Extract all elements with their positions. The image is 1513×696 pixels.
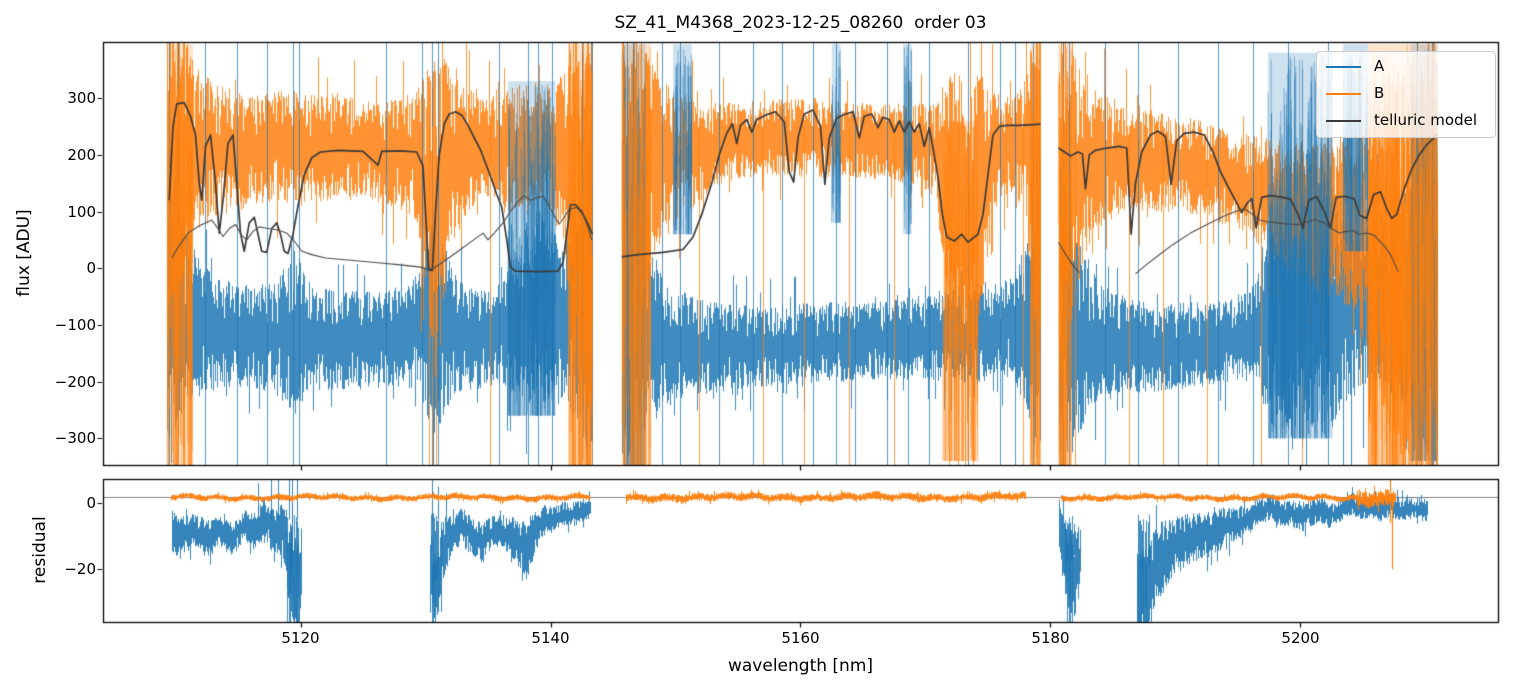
flux-axis-label: flux [ADU]: [14, 209, 34, 297]
flux-y-tick-label: −200: [54, 372, 96, 391]
legend-swatch-B: [1326, 93, 1361, 95]
wavelength-x-tick-label: 5140: [531, 629, 570, 647]
flux-y-tick-label: −300: [54, 429, 96, 448]
legend-swatch-A: [1326, 66, 1361, 68]
legend-label-A: A: [1374, 57, 1385, 75]
flux-y-tick-label: 0: [86, 259, 96, 278]
residual-y-tick-label: 0: [86, 494, 96, 513]
legend-item-telluric: telluric model: [1317, 109, 1495, 133]
figure-title: SZ_41_M4368_2023-12-25_08260 order 03: [614, 13, 987, 33]
wavelength-axis-label: wavelength [nm]: [727, 656, 874, 676]
flux-y-tick-label: 300: [67, 89, 96, 108]
residual-y-tick-label: −20: [64, 560, 96, 579]
flux-y-tick-label: 200: [67, 145, 96, 164]
wavelength-x-tick-label: 5180: [1031, 629, 1070, 647]
legend-item-B: B: [1317, 82, 1495, 106]
wavelength-x-tick-label: 5200: [1281, 629, 1320, 647]
flux-y-tick-label: −100: [54, 315, 96, 334]
legend-label-telluric: telluric model: [1374, 111, 1478, 129]
legend: A B telluric model: [1316, 51, 1496, 138]
wavelength-x-tick-label: 5160: [781, 629, 820, 647]
flux-y-tick-label: 100: [67, 202, 96, 221]
wavelength-x-tick-label: 5120: [281, 629, 320, 647]
legend-label-B: B: [1374, 84, 1385, 102]
legend-swatch-telluric: [1326, 120, 1361, 122]
legend-item-A: A: [1317, 55, 1495, 79]
